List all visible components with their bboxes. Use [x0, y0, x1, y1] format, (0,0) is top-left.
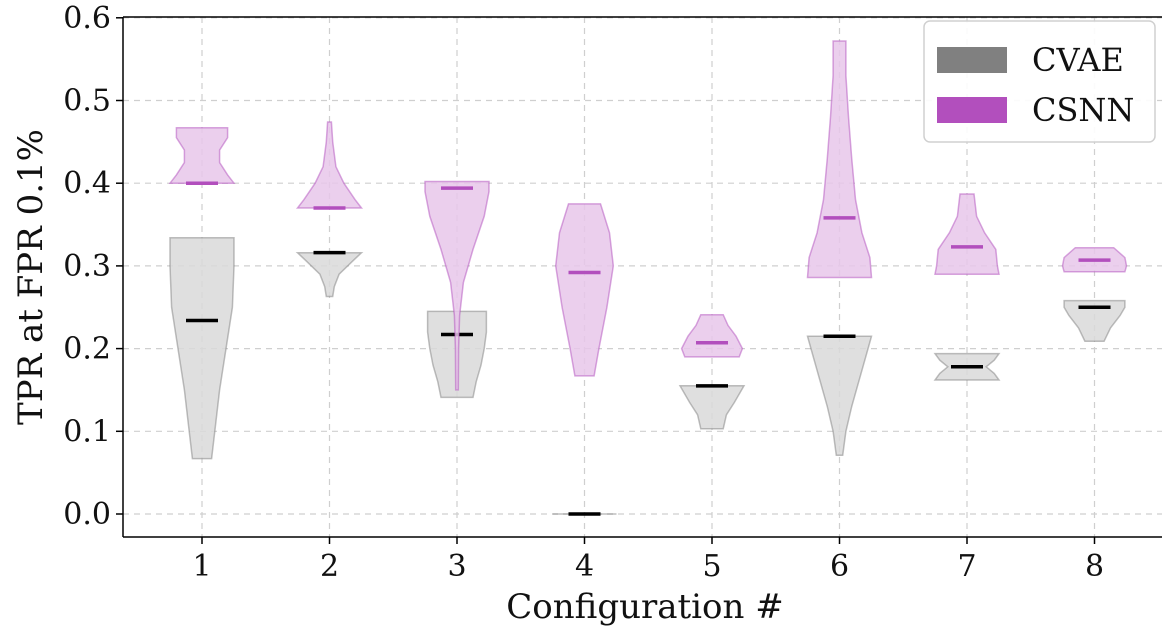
- x-tick-label: 3: [447, 549, 466, 584]
- legend-swatch-csnn: [937, 97, 1007, 123]
- y-tick-label: 0.6: [63, 1, 111, 36]
- ticks: 0.0 0.1 0.2 0.3 0.4 0.5 0.6 1 2 3 4 5 6 7 8: [63, 1, 1104, 584]
- x-tick-label: 2: [320, 549, 339, 584]
- x-tick-label: 5: [702, 549, 721, 584]
- x-tick-label: 8: [1085, 549, 1104, 584]
- violin-csnn: [554, 203, 615, 377]
- y-tick-label: 0.3: [63, 249, 111, 284]
- legend: CVAE CSNN: [923, 20, 1156, 143]
- legend-label-cvae: CVAE: [1032, 41, 1124, 79]
- violins: [168, 40, 1128, 516]
- x-tick-label: 7: [957, 549, 976, 584]
- legend-label-csnn: CSNN: [1032, 91, 1134, 129]
- violin-csnn: [934, 193, 1000, 275]
- violin-csnn: [424, 180, 490, 391]
- violin-cvae: [806, 335, 873, 457]
- y-tick-label: 0.4: [63, 166, 111, 201]
- violin-cvae: [678, 385, 746, 430]
- violin-cvae: [169, 237, 235, 460]
- x-tick-label: 4: [575, 549, 594, 584]
- y-tick-label: 0.1: [63, 414, 111, 449]
- axes: [122, 16, 1162, 538]
- violin-csnn: [806, 40, 873, 279]
- y-tick-label: 0.2: [63, 332, 111, 367]
- violin-csnn: [295, 121, 364, 209]
- y-tick-label: 0.5: [63, 84, 111, 119]
- x-axis-label: Configuration #: [506, 587, 783, 627]
- x-tick-label: 6: [830, 549, 849, 584]
- violin-cvae: [295, 251, 364, 298]
- x-tick-label: 1: [192, 549, 211, 584]
- legend-swatch-cvae: [937, 47, 1007, 73]
- violin-csnn: [168, 127, 236, 184]
- y-axis-label: TPR at FPR 0.1%: [11, 129, 51, 425]
- violin-cvae: [1063, 299, 1126, 342]
- violin-csnn: [680, 313, 744, 358]
- y-tick-label: 0.0: [63, 497, 111, 532]
